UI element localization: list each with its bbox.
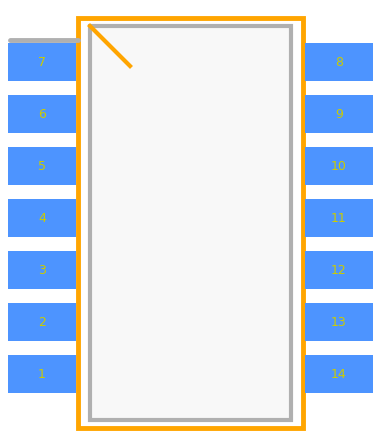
Bar — [305, 199, 373, 237]
Bar — [8, 147, 76, 185]
Bar — [8, 199, 76, 237]
Bar — [78, 18, 303, 428]
Bar — [305, 147, 373, 185]
Text: 5: 5 — [38, 159, 46, 173]
Bar — [305, 43, 373, 81]
Text: 12: 12 — [331, 263, 347, 277]
Bar — [8, 251, 76, 289]
Text: 14: 14 — [331, 368, 347, 381]
Bar — [8, 95, 76, 133]
Text: 6: 6 — [38, 107, 46, 120]
Bar — [305, 95, 373, 133]
Bar — [8, 303, 76, 341]
Bar — [305, 355, 373, 393]
Text: 7: 7 — [38, 56, 46, 68]
Text: 9: 9 — [335, 107, 343, 120]
Text: 8: 8 — [335, 56, 343, 68]
Text: 1: 1 — [38, 368, 46, 381]
Text: 11: 11 — [331, 211, 347, 225]
Bar — [305, 303, 373, 341]
Text: 4: 4 — [38, 211, 46, 225]
Bar — [8, 43, 76, 81]
Text: 2: 2 — [38, 316, 46, 329]
Text: 10: 10 — [331, 159, 347, 173]
Bar — [305, 251, 373, 289]
Text: 3: 3 — [38, 263, 46, 277]
Text: 13: 13 — [331, 316, 347, 329]
Bar — [8, 355, 76, 393]
Bar — [90, 26, 291, 420]
